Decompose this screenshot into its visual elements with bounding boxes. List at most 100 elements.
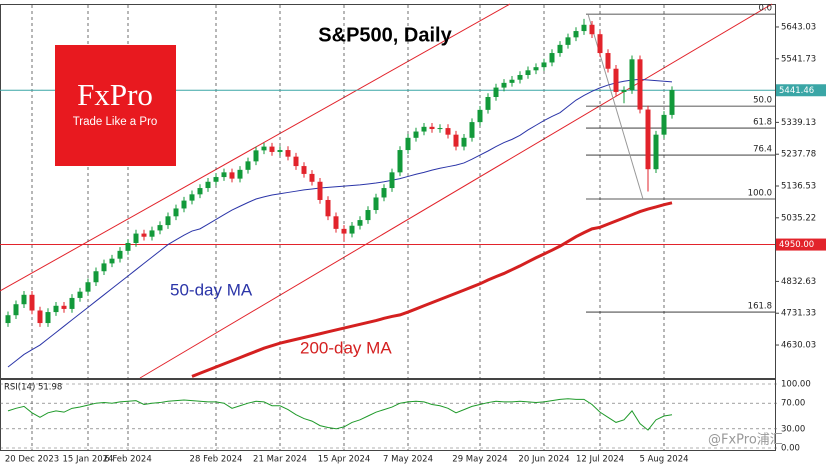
candle-body <box>181 200 187 209</box>
candle-body <box>357 220 363 226</box>
candle-body <box>629 59 635 91</box>
chart-title: S&P500, Daily <box>318 24 452 46</box>
candle-body <box>29 294 35 311</box>
candle-body <box>285 150 291 157</box>
candle-body <box>645 109 651 170</box>
candle-body <box>277 150 283 152</box>
candle-body <box>413 131 419 138</box>
candle-body <box>93 271 99 283</box>
candle-body <box>557 44 563 54</box>
candle-body <box>189 194 195 201</box>
candle-body <box>37 310 43 324</box>
logo-tagline: Trade Like a Pro <box>73 116 158 128</box>
candle-body <box>525 70 531 76</box>
candle-body <box>605 53 611 69</box>
fib-label: 61.8 <box>753 118 772 128</box>
candle-body <box>45 312 51 324</box>
logo-box <box>55 45 176 166</box>
candle-body <box>637 59 643 110</box>
candle-body <box>197 188 203 195</box>
candle-body <box>133 233 139 243</box>
candle-body <box>661 114 667 135</box>
price-box <box>776 84 826 97</box>
candle-body <box>61 305 67 309</box>
x-tick-label: 29 May 2024 <box>452 455 507 465</box>
candle-body <box>261 146 267 151</box>
candle-body <box>469 122 475 138</box>
fib-label: 50.0 <box>753 96 772 106</box>
candle-body <box>349 225 355 234</box>
candle-body <box>589 24 595 35</box>
channel-upper <box>0 3 511 292</box>
candle-body <box>85 282 91 292</box>
candle-body <box>573 31 579 38</box>
x-tick-label: 15 Jan 2024 <box>63 455 114 465</box>
price-box-label: 4950.00 <box>779 240 814 250</box>
candle-body <box>429 126 435 130</box>
candle-body <box>157 225 163 231</box>
candle-body <box>301 166 307 174</box>
candle-body <box>309 173 315 182</box>
candle-body <box>373 197 379 211</box>
x-tick-label: 28 Feb 2024 <box>190 455 243 465</box>
candle-body <box>621 90 627 92</box>
fib-trend <box>587 13 644 200</box>
candle-body <box>125 242 131 251</box>
y-tick-label: 5035.22 <box>781 213 816 223</box>
candle-body <box>21 294 27 305</box>
x-tick-label: 5 Aug 2024 <box>639 455 688 465</box>
candle-body <box>269 146 275 152</box>
rsi-tick-label: 30.00 <box>781 424 805 434</box>
candle-body <box>669 90 675 115</box>
fib-label: 76.4 <box>753 145 772 155</box>
price-box <box>776 238 826 251</box>
x-tick-label: 20 Dec 2023 <box>5 455 59 465</box>
candle-body <box>117 250 123 259</box>
candle-body <box>149 230 155 237</box>
x-tick-label: 12 Jul 2024 <box>576 455 624 465</box>
candle-body <box>381 188 387 198</box>
candle-body <box>509 79 515 83</box>
candle-body <box>165 216 171 226</box>
y-tick-label: 4731.33 <box>781 309 816 319</box>
candle-body <box>477 109 483 123</box>
fib-label: 161.8 <box>748 302 772 312</box>
candle-body <box>221 172 227 178</box>
candle-body <box>173 208 179 217</box>
fib-label: 0.0 <box>758 4 772 14</box>
candle-body <box>613 68 619 92</box>
candle-body <box>13 304 19 316</box>
x-tick-label: 15 Apr 2024 <box>318 455 371 465</box>
main-frame <box>0 4 776 379</box>
candle-body <box>597 34 603 54</box>
candle-body <box>5 315 11 324</box>
candle-body <box>581 24 587 32</box>
moving-average <box>7 78 673 368</box>
candle-body <box>109 258 115 264</box>
candle-body <box>205 181 211 189</box>
x-tick-label: 21 Mar 2024 <box>253 455 307 465</box>
x-tick-label: 7 May 2024 <box>383 455 433 465</box>
logo-brand: FxPro <box>77 77 153 112</box>
y-tick-label: 5136.53 <box>781 181 816 191</box>
rsi-label: RSI(14) 51.98 <box>4 383 62 393</box>
candle-body <box>565 37 571 45</box>
candle-body <box>53 305 59 313</box>
candle-body <box>253 150 259 162</box>
candle-body <box>389 172 395 189</box>
candle-body <box>533 67 539 71</box>
watermark: @FxPro浦汇 <box>708 433 783 448</box>
candle-body <box>421 126 427 132</box>
candle-body <box>293 156 299 167</box>
candle-body <box>101 263 107 272</box>
candle-body <box>549 53 555 63</box>
candle-body <box>365 210 371 221</box>
candle-body <box>453 134 459 147</box>
candle-body <box>317 181 323 200</box>
candle-body <box>229 172 235 179</box>
candle-body <box>405 137 411 151</box>
candle-body <box>69 297 75 309</box>
